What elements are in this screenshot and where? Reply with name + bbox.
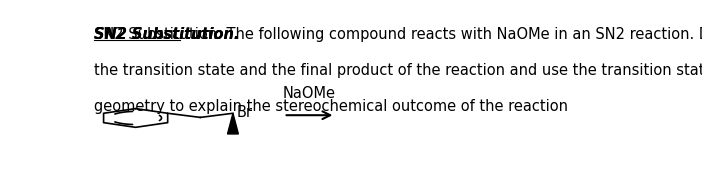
Text: NaOMe: NaOMe xyxy=(283,86,336,101)
Text: SN2 Substitution.: SN2 Substitution. xyxy=(94,27,239,42)
Text: Br: Br xyxy=(236,105,252,120)
Text: SN2 Substitution. The following compound reacts with NaOMe in an SN2 reaction. D: SN2 Substitution. The following compound… xyxy=(94,27,702,42)
Text: SN2 Substitution. The following compound reacts with NaOMe in an SN2 reaction. D: SN2 Substitution. The following compound… xyxy=(94,27,702,42)
Text: the transition state and the final product of the reaction and use the transitio: the transition state and the final produ… xyxy=(94,63,702,78)
Text: geometry to explain the stereochemical outcome of the reaction: geometry to explain the stereochemical o… xyxy=(94,99,569,114)
Polygon shape xyxy=(227,113,239,134)
Text: SN2 Substitution.: SN2 Substitution. xyxy=(94,27,239,42)
